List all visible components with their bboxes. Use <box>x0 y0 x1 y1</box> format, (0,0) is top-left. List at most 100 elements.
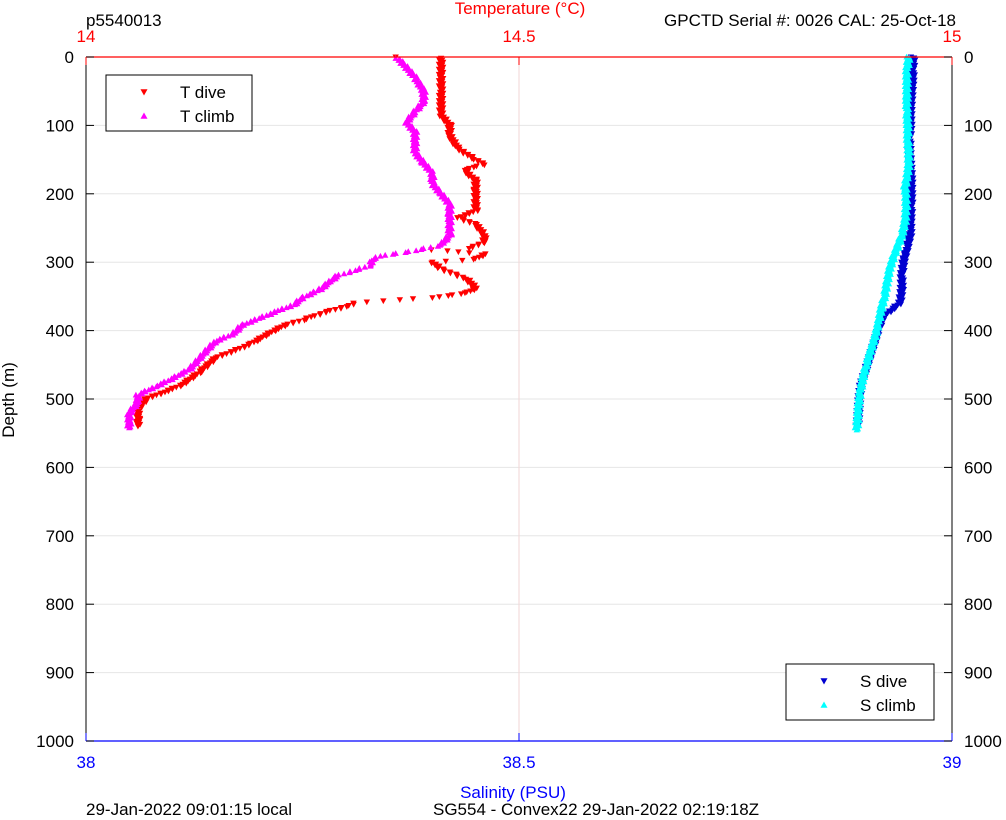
depth-tick-label-right: 300 <box>964 253 992 272</box>
data-point <box>245 342 253 349</box>
serial-info-label: GPCTD Serial #: 0026 CAL: 25-Oct-18 <box>664 11 956 30</box>
series-t-dive <box>132 54 490 430</box>
data-point <box>381 251 389 258</box>
data-point <box>241 344 248 351</box>
footer-local-time: 29-Jan-2022 09:01:15 local <box>86 800 293 819</box>
data-point <box>474 159 482 165</box>
data-point <box>283 304 290 311</box>
data-point <box>389 251 397 257</box>
salinity-tick-label: 38 <box>77 753 96 772</box>
data-point <box>142 388 149 395</box>
data-point <box>447 270 454 277</box>
depth-tick-label-left: 200 <box>46 185 74 204</box>
legend-entry-label: S climb <box>860 696 916 715</box>
data-point <box>271 309 279 315</box>
data-point <box>445 293 452 300</box>
data-point <box>161 379 169 386</box>
legend-box <box>105 74 253 132</box>
data-point <box>228 350 235 356</box>
data-point <box>158 381 165 388</box>
depth-axis-label: Depth (m) <box>0 362 18 438</box>
data-point <box>350 301 357 308</box>
depth-tick-label-right: 600 <box>964 458 992 477</box>
data-point <box>361 263 369 270</box>
data-point <box>188 365 196 372</box>
data-point <box>259 314 266 320</box>
data-point <box>442 258 449 265</box>
data-point <box>229 331 237 338</box>
depth-tick-label-right: 500 <box>964 390 992 409</box>
data-point <box>256 315 263 321</box>
tick-labels: 0 0 100 100 200 200 300 300 400 400 500 500 600 600 70… <box>36 27 1002 772</box>
data-point <box>470 164 478 171</box>
data-point <box>343 304 351 310</box>
depth-tick-label-right: 900 <box>964 664 992 683</box>
data-point <box>455 249 462 256</box>
data-point <box>307 314 315 321</box>
data-point <box>221 334 228 341</box>
data-point <box>462 213 469 219</box>
temperature-tick-label: 15 <box>943 27 962 46</box>
temperature-tick-label: 14.5 <box>502 27 535 46</box>
data-point <box>363 299 371 306</box>
data-point <box>134 423 142 430</box>
data-point <box>474 208 481 215</box>
legend-marker <box>140 89 148 96</box>
depth-tick-label-right: 700 <box>964 527 992 546</box>
data-point <box>165 377 172 384</box>
data-point <box>481 240 488 247</box>
data-point <box>311 289 318 296</box>
legend-box <box>785 663 935 721</box>
data-point <box>392 55 399 61</box>
data-point <box>217 336 224 343</box>
data-point <box>225 332 232 339</box>
depth-tick-label-right: 800 <box>964 595 992 614</box>
series-layer <box>124 53 919 433</box>
data-point <box>267 311 275 317</box>
legends: T dive T climb S dive S climb <box>105 74 935 721</box>
data-point <box>470 209 477 216</box>
data-point <box>153 392 160 399</box>
depth-tick-label-left: 500 <box>46 390 74 409</box>
data-point <box>172 374 179 380</box>
data-point <box>429 295 436 301</box>
data-point <box>475 242 482 249</box>
data-point <box>219 353 226 360</box>
temperature-tick-label: 14 <box>77 27 96 46</box>
data-point <box>337 306 345 312</box>
data-point <box>444 248 451 255</box>
data-point <box>396 297 404 304</box>
salinity-tick-label: 38.5 <box>502 753 535 772</box>
depth-tick-label-left: 1000 <box>36 732 74 751</box>
data-point <box>236 345 244 352</box>
data-point <box>466 250 473 257</box>
data-point <box>436 294 443 301</box>
profile-id-label: p5540013 <box>86 11 162 30</box>
salinity-tick-label: 39 <box>943 753 962 772</box>
data-point <box>355 266 363 272</box>
axes <box>85 56 953 742</box>
data-point <box>252 317 259 323</box>
data-point <box>295 318 303 325</box>
data-point <box>853 426 860 433</box>
depth-tick-label-left: 600 <box>46 458 74 477</box>
legend-bottom-right: S dive S climb <box>785 663 935 721</box>
data-point <box>377 252 384 259</box>
data-point <box>352 267 359 273</box>
depth-tick-label-left: 100 <box>46 116 74 135</box>
data-point <box>412 247 420 254</box>
data-point <box>340 270 348 277</box>
data-point <box>434 242 442 249</box>
depth-tick-label-left: 900 <box>46 664 74 683</box>
data-point <box>459 257 466 264</box>
data-point <box>427 244 434 250</box>
data-point <box>460 218 467 224</box>
data-point <box>367 262 374 269</box>
data-point <box>287 303 295 310</box>
depth-tick-label-left: 300 <box>46 253 74 272</box>
data-point <box>149 394 156 401</box>
data-point <box>409 296 417 302</box>
data-point <box>453 273 461 280</box>
data-point <box>440 268 448 275</box>
data-point <box>332 306 339 313</box>
